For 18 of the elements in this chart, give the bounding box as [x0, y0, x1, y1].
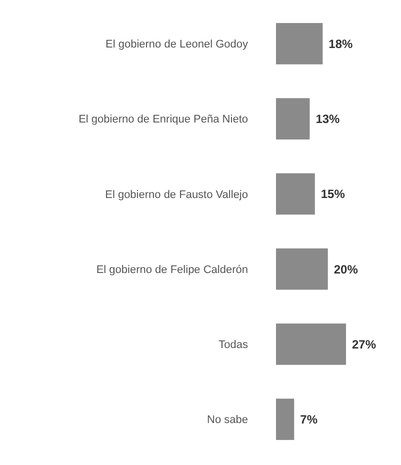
data-label: 18% — [328, 36, 354, 51]
bar — [276, 324, 346, 365]
data-label: 20% — [334, 262, 358, 276]
bar — [276, 23, 323, 64]
data-label: 27% — [352, 337, 376, 352]
data-label: 15% — [320, 187, 346, 202]
bar — [276, 398, 294, 440]
y-tick-label: El gobierno de Enrique Peña Nieto — [78, 114, 248, 126]
data-label: 7% — [300, 412, 318, 427]
y-tick-label: No sabe — [207, 414, 248, 426]
bar — [276, 173, 315, 215]
y-tick-label: El gobierno de Fausto Vallejo — [105, 188, 248, 201]
y-tick-label: El gobierno de Leonel Godoy — [106, 38, 248, 51]
bar — [276, 248, 328, 290]
y-tick-label: Todas — [218, 339, 248, 352]
data-label: 13% — [316, 112, 340, 126]
bar — [276, 98, 310, 140]
y-tick-label: El gobierno de Felipe Calderón — [96, 264, 248, 276]
